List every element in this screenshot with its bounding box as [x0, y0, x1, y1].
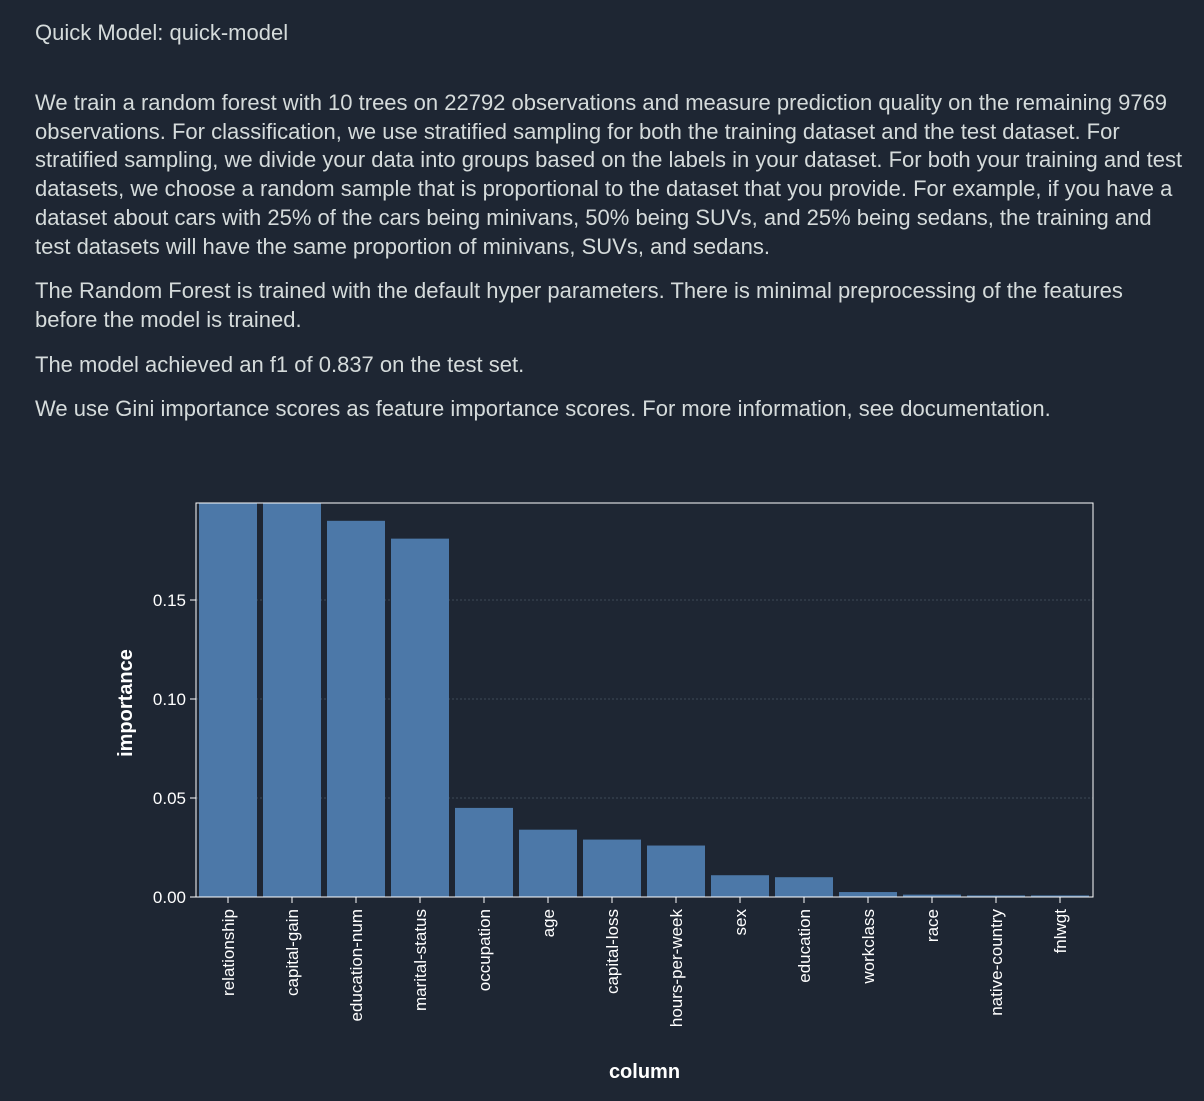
x-axis-title: column	[609, 1061, 680, 1083]
x-tick-label-marital-status: marital-status	[411, 909, 430, 1011]
x-tick-label-race: race	[923, 909, 942, 942]
x-tick-label-occupation: occupation	[475, 909, 494, 991]
bar-education	[775, 877, 833, 897]
bars-layer	[199, 503, 1089, 897]
page-title: Quick Model: quick-model	[35, 20, 289, 45]
bar-occupation	[455, 807, 513, 897]
bar-capital-loss	[583, 839, 641, 897]
x-tick-label-capital-gain: capital-gain	[283, 909, 302, 996]
x-tick-label-workclass: workclass	[859, 909, 878, 985]
y-tick-label: 0.10	[153, 690, 186, 709]
x-tick-label-hours-per-week: hours-per-week	[667, 909, 686, 1028]
x-tick-label-fnlwgt: fnlwgt	[1051, 909, 1070, 954]
bar-sex	[711, 875, 769, 897]
y-tick-label: 0.15	[153, 591, 186, 610]
bar-hours-per-week	[647, 845, 705, 897]
bar-education-num	[327, 520, 385, 897]
bar-capital-gain	[263, 503, 321, 897]
y-axis: 0.00 0.05 0.10 0.15	[153, 591, 196, 907]
bar-marital-status	[391, 538, 449, 897]
y-axis-title: importance	[115, 649, 137, 757]
plot-frame	[195, 502, 1094, 898]
bar-workclass	[839, 892, 897, 897]
description-section: We train a random forest with 10 trees o…	[35, 89, 1185, 440]
x-tick-label-age: age	[539, 909, 558, 937]
bar-native-country	[967, 895, 1025, 897]
feature-importance-svg: 0.00 0.05 0.10 0.15 relationship capital-gai…	[115, 502, 1094, 1083]
y-tick-label: 0.00	[153, 888, 186, 907]
x-axis: relationship capital-gain education-num mar…	[219, 897, 1070, 1027]
description-paragraph-training: We train a random forest with 10 trees o…	[35, 90, 1183, 259]
y-tick-label: 0.05	[153, 789, 186, 808]
description-paragraph-hyperparams: The Random Forest is trained with the de…	[35, 278, 1123, 332]
feature-importance-chart: 0.00 0.05 0.10 0.15 relationship capital-gai…	[0, 470, 1204, 1101]
bar-fnlwgt	[1031, 895, 1089, 897]
x-tick-label-capital-loss: capital-loss	[603, 909, 622, 994]
x-tick-label-sex: sex	[731, 909, 750, 936]
description-paragraph-gini: We use Gini importance scores as feature…	[35, 396, 1051, 422]
x-tick-label-relationship: relationship	[219, 909, 238, 996]
x-tick-label-education: education	[795, 909, 814, 983]
bar-age	[519, 829, 577, 897]
bar-race	[903, 894, 961, 897]
description-paragraph-f1: The model achieved an f1 of 0.837 on the…	[35, 351, 525, 377]
bar-relationship	[199, 503, 257, 897]
x-tick-label-native-country: native-country	[987, 909, 1006, 1016]
x-tick-label-education-num: education-num	[347, 909, 366, 1021]
